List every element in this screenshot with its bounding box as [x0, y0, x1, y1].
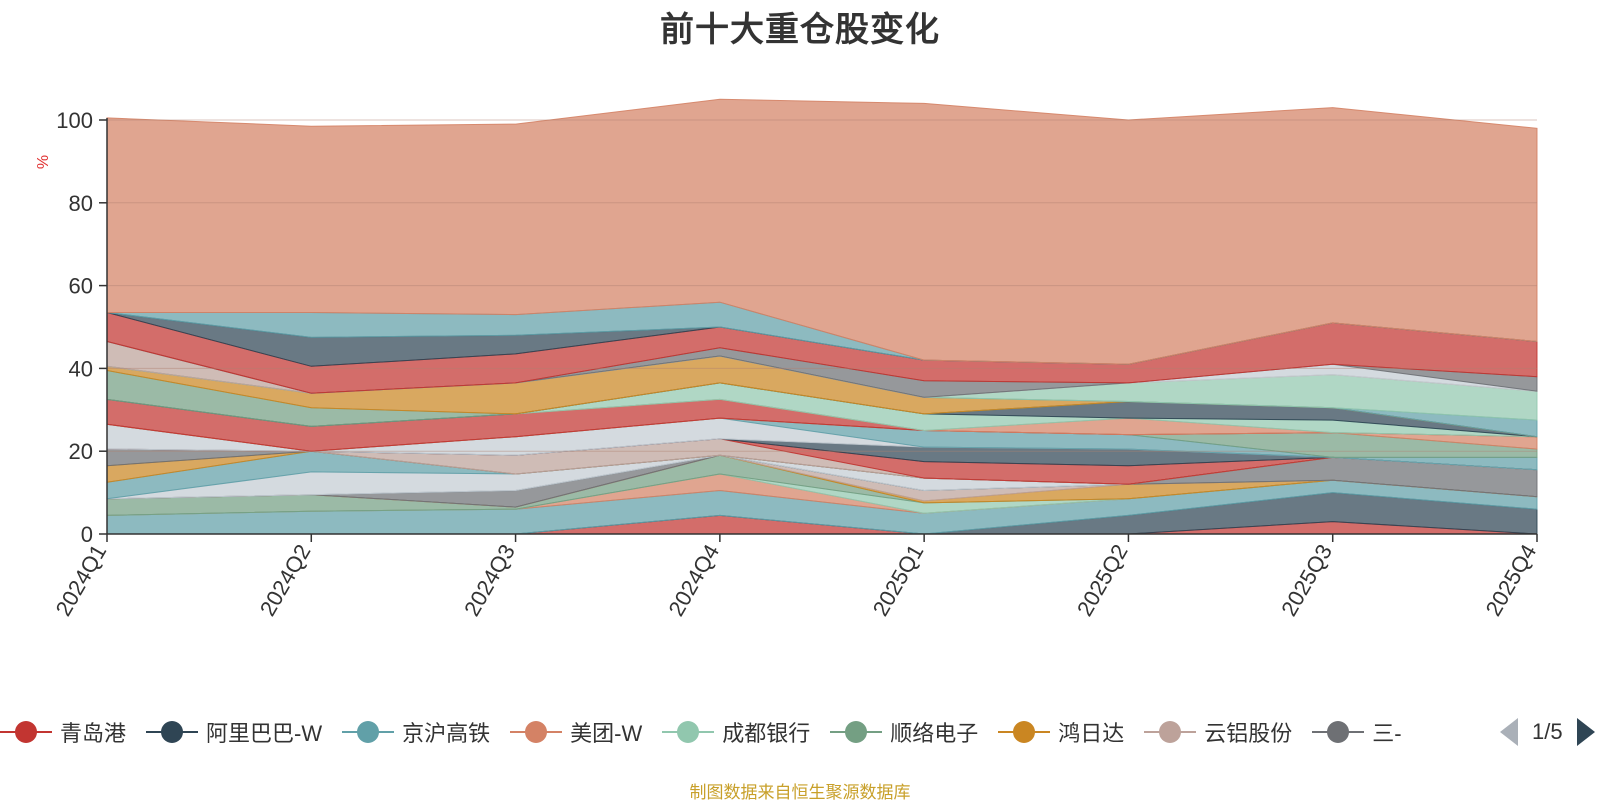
legend-marker-icon — [1144, 720, 1197, 744]
pager-prev-icon[interactable] — [1500, 718, 1518, 746]
legend-item-1[interactable]: 阿里巴巴-W — [146, 716, 322, 748]
pager-next-icon[interactable] — [1576, 718, 1595, 746]
legend-dot — [161, 721, 184, 743]
legend-item-7[interactable]: 云铝股份 — [1144, 716, 1292, 748]
legend-item-8[interactable]: 三- — [1312, 716, 1402, 748]
legend-marker-icon — [146, 720, 199, 744]
legend-label: 阿里巴巴-W — [206, 721, 323, 746]
y-tick-label-0: 0 — [81, 522, 93, 547]
legend-item-0[interactable]: 青岛港 — [0, 716, 126, 748]
legend-dot — [845, 721, 868, 743]
x-tick-label-2024Q1: 2024Q1 — [51, 540, 112, 620]
legend-dot — [1013, 721, 1036, 743]
legend-marker-icon — [830, 720, 883, 744]
legend-item-5[interactable]: 顺络电子 — [830, 716, 978, 748]
legend-marker-icon — [342, 720, 395, 744]
legend-marker-icon — [1312, 720, 1365, 744]
x-tick-label-2024Q3: 2024Q3 — [459, 540, 520, 620]
legend-marker-icon — [662, 720, 715, 744]
x-tick-label-2024Q2: 2024Q2 — [255, 540, 316, 620]
legend-dot — [677, 721, 700, 743]
footer-note: 制图数据来自恒生聚源数据库 — [689, 783, 911, 802]
pager-text: 1/5 — [1532, 719, 1563, 744]
stacked-areas — [106, 98, 1538, 535]
y-tick-label-60: 60 — [69, 274, 93, 299]
x-tick-label-2024Q4: 2024Q4 — [663, 540, 724, 620]
area-series-36[interactable] — [106, 98, 1538, 365]
legend-label: 顺络电子 — [890, 721, 979, 746]
y-axis-label: % — [35, 155, 52, 169]
chart-title: 前十大重仓股变化 — [660, 11, 940, 49]
legend-label: 成都银行 — [722, 721, 811, 746]
x-tick-label-2025Q2: 2025Q2 — [1072, 540, 1133, 620]
legend-marker-icon — [510, 720, 563, 744]
legend-label: 云铝股份 — [1204, 721, 1293, 746]
y-tick-label-20: 20 — [69, 439, 93, 464]
y-tick-label-100: 100 — [56, 108, 93, 133]
legend-pager: 1/5 — [1500, 714, 1595, 750]
legend-dot — [1159, 721, 1182, 743]
y-tick-label-80: 80 — [69, 191, 93, 216]
legend: 青岛港 阿里巴巴-W 京沪高铁 美团-W 成都银行 顺络电子 鸿日达 云铝股份 三- — [0, 714, 1600, 750]
legend-label: 美团-W — [570, 721, 643, 746]
grid-lines — [107, 119, 1537, 452]
legend-label: 青岛港 — [60, 721, 127, 746]
legend-marker-icon — [0, 720, 52, 744]
legend-item-4[interactable]: 成都银行 — [662, 716, 810, 748]
legend-marker-icon — [998, 720, 1051, 744]
legend-dot — [15, 721, 37, 743]
legend-dot — [1327, 721, 1350, 743]
y-tick-label-40: 40 — [69, 356, 93, 381]
x-tick-label-2025Q1: 2025Q1 — [868, 540, 929, 620]
legend-label: 三- — [1372, 721, 1402, 746]
legend-dot — [357, 721, 380, 743]
legend-item-6[interactable]: 鸿日达 — [998, 716, 1124, 748]
legend-label: 鸿日达 — [1058, 721, 1125, 746]
x-tick-label-2025Q4: 2025Q4 — [1481, 540, 1542, 620]
legend-item-2[interactable]: 京沪高铁 — [342, 716, 490, 748]
legend-dot — [525, 721, 548, 743]
legend-label: 京沪高铁 — [402, 721, 491, 746]
x-tick-label-2025Q3: 2025Q3 — [1276, 540, 1337, 620]
legend-item-3[interactable]: 美团-W — [510, 716, 642, 748]
